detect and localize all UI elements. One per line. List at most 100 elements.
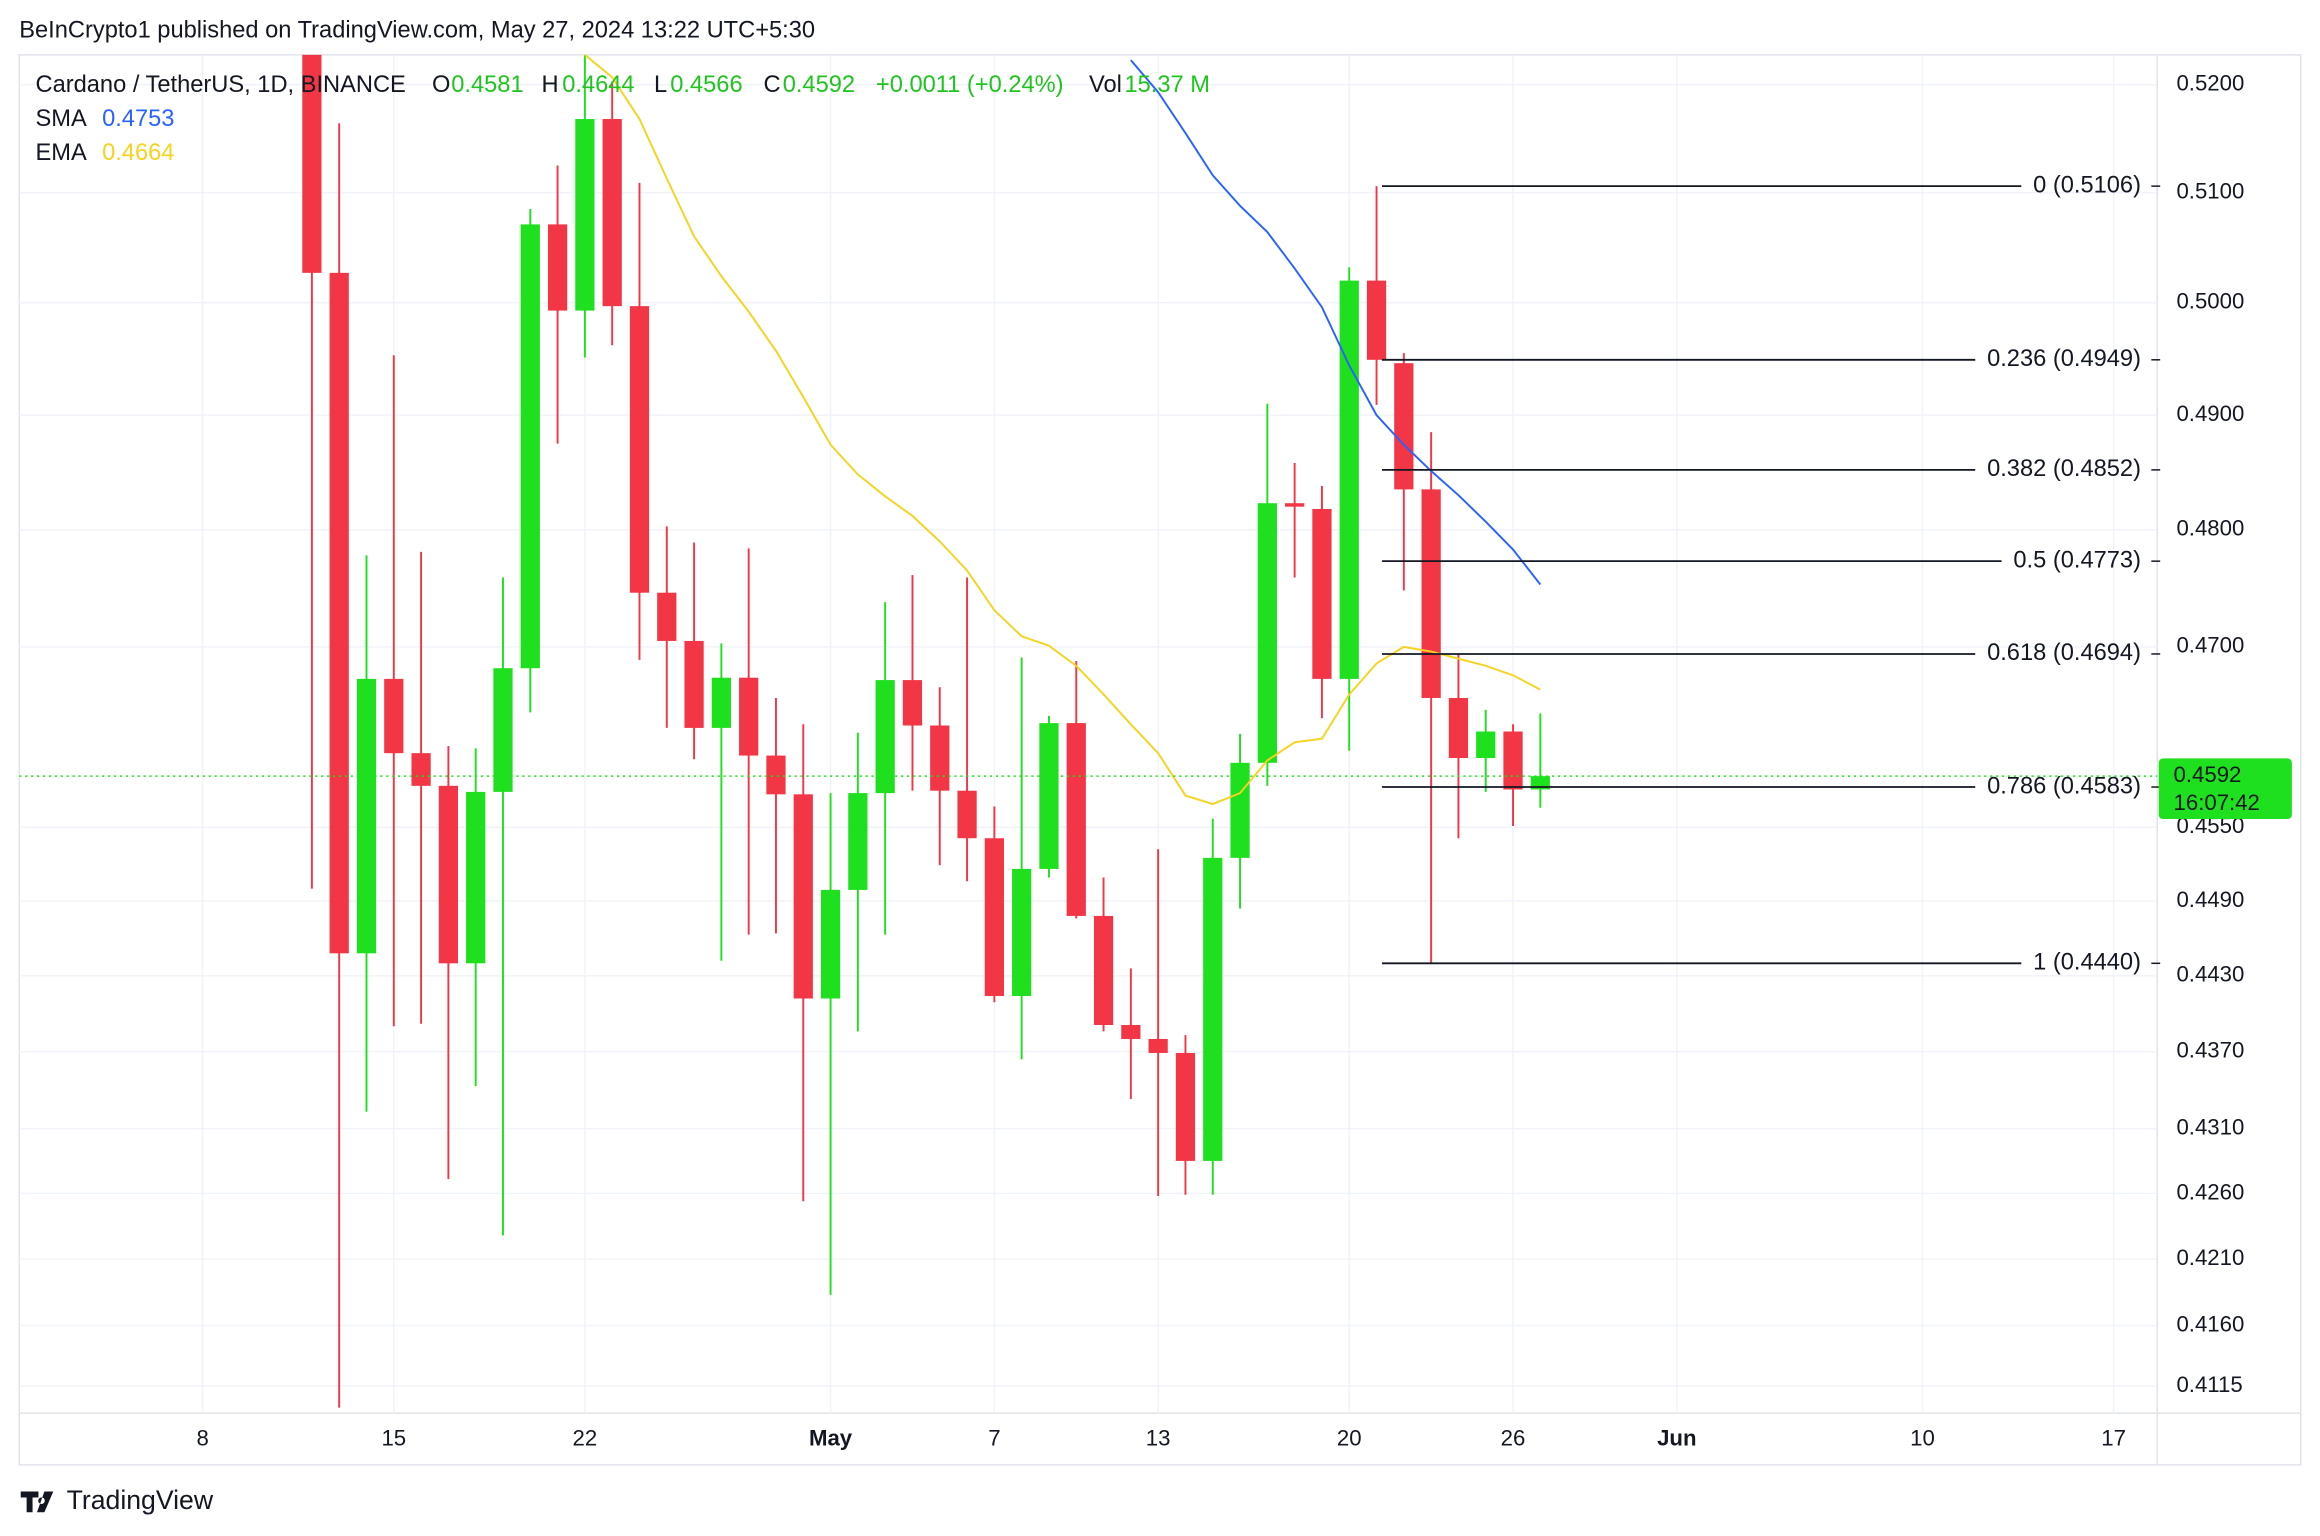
fib-label: 0.786 (0.4583): [1987, 773, 2141, 799]
logo-icon: [20, 1491, 54, 1513]
candle-body: [1530, 776, 1550, 790]
candle-body: [1448, 697, 1469, 758]
candle-body: [984, 838, 1004, 996]
candle-body: [384, 678, 404, 754]
candle-body: [493, 668, 513, 792]
y-tick-label: 0.4700: [2176, 633, 2244, 658]
candle-body: [930, 725, 950, 791]
candle-body: [1394, 363, 1414, 490]
y-tick-label: 0.5000: [2176, 289, 2244, 314]
price-tag-value: 0.4592: [2174, 762, 2242, 787]
x-tick-label: 7: [988, 1426, 1000, 1451]
x-tick-label: 26: [1501, 1426, 1526, 1451]
y-tick-label: 0.4800: [2176, 516, 2244, 541]
candle-body: [957, 790, 977, 839]
y-tick-label: 0.4210: [2176, 1245, 2244, 1270]
fib-label: 0 (0.5106): [2033, 172, 2141, 198]
ohlc-label: H: [542, 72, 559, 98]
fib-label: 0.382 (0.4852): [1987, 456, 2141, 482]
candle-body: [1421, 489, 1441, 698]
indicator-line: [584, 54, 1541, 806]
candle-body: [438, 785, 459, 964]
candle-body: [1012, 868, 1032, 996]
x-tick-label: 15: [381, 1426, 406, 1451]
ohlc-value: 0.4566: [670, 72, 742, 98]
y-tick-label: 0.5100: [2176, 179, 2244, 204]
candle-body: [1121, 1025, 1141, 1039]
symbol: Cardano / TetherUS, 1D, BINANCE: [36, 72, 406, 98]
publish-header: BeInCrypto1 published on TradingView.com…: [19, 17, 815, 43]
candle-body: [902, 680, 923, 726]
volume-value: 15.37 M: [1124, 72, 1209, 98]
price-tag-countdown: 16:07:42: [2174, 790, 2260, 815]
candle-body: [657, 592, 677, 641]
candle-body: [711, 677, 731, 728]
fib-label: 1 (0.4440): [2033, 950, 2141, 976]
candle-body: [1230, 762, 1250, 858]
candle-body: [820, 889, 841, 999]
x-tick-label: 13: [1146, 1426, 1171, 1451]
axes: 0.5200 0.5100 0.5000 0.4900 0.4800 0.4700 0.45…: [197, 71, 2245, 1451]
y-tick-label: 0.4115: [2176, 1372, 2242, 1397]
candle-body: [739, 677, 759, 756]
chart-frame: [18, 54, 2302, 1466]
y-tick-label: 0.4490: [2176, 887, 2244, 912]
candle-body: [602, 119, 622, 307]
y-tick-label: 0.4260: [2176, 1179, 2244, 1204]
candle-body: [1066, 723, 1086, 916]
candle-body: [1039, 723, 1059, 869]
indicator-line: [1130, 59, 1542, 586]
candle-body: [766, 755, 786, 795]
legend-name: EMA: [36, 140, 87, 166]
y-tick-label: 0.4430: [2176, 962, 2244, 987]
fib-retracement: 0 (0.5106) 0.236 (0.4949) 0.382 (0.4852) 0.…: [1381, 172, 2161, 976]
y-tick-label: 0.4160: [2176, 1311, 2244, 1336]
candle-body: [875, 680, 895, 794]
candle-body: [547, 224, 568, 311]
legend-value: 0.4753: [102, 106, 174, 132]
candle-body: [1366, 280, 1387, 360]
legend: Cardano / TetherUS, 1D, BINANCE O 0.4581…: [36, 72, 1210, 166]
candle-body: [793, 794, 813, 999]
ohlc-label: O: [432, 72, 450, 98]
candle-body: [1285, 503, 1305, 507]
logo-text: TradingView: [67, 1485, 214, 1515]
ohlc-value: 0.4581: [451, 72, 523, 98]
candle-body: [302, 54, 322, 273]
legend-name: SMA: [36, 106, 87, 132]
candle-body: [1257, 503, 1277, 763]
price-tag: [2158, 758, 2292, 820]
fib-label: 0.5 (0.4773): [2013, 547, 2141, 573]
candle-body: [684, 640, 704, 728]
candle-body: [848, 793, 868, 890]
x-tick-label: 22: [573, 1426, 598, 1451]
candle-body: [411, 753, 431, 786]
candle-body: [1312, 508, 1332, 679]
volume-label: Vol: [1089, 72, 1122, 98]
x-tick-label: 20: [1337, 1426, 1362, 1451]
ohlc-value: 0.4592: [783, 72, 855, 98]
candle-body: [575, 119, 595, 311]
candle-body: [629, 306, 650, 593]
y-tick-label: 0.4370: [2176, 1038, 2244, 1063]
candle-body: [1175, 1052, 1196, 1161]
change: +0.0011 (+0.24%): [876, 72, 1064, 98]
ohlc-value: 0.4644: [562, 72, 634, 98]
candle-body: [1203, 857, 1223, 1161]
candle-body: [1148, 1038, 1168, 1053]
tradingview-logo: TradingView: [20, 1485, 214, 1515]
x-tick-label: 17: [2101, 1426, 2126, 1451]
candle-body: [1476, 731, 1496, 758]
candle-body: [466, 791, 486, 964]
y-tick-label: 0.4900: [2176, 401, 2244, 426]
y-tick-label: 0.4310: [2176, 1114, 2244, 1139]
plot-area: [19, 54, 2158, 1408]
legend-value: 0.4664: [102, 140, 174, 166]
x-tick-label: 10: [1910, 1426, 1935, 1451]
x-tick-label: Jun: [1657, 1426, 1696, 1451]
x-tick-label: May: [809, 1426, 853, 1451]
y-tick-label: 0.5200: [2176, 71, 2244, 96]
